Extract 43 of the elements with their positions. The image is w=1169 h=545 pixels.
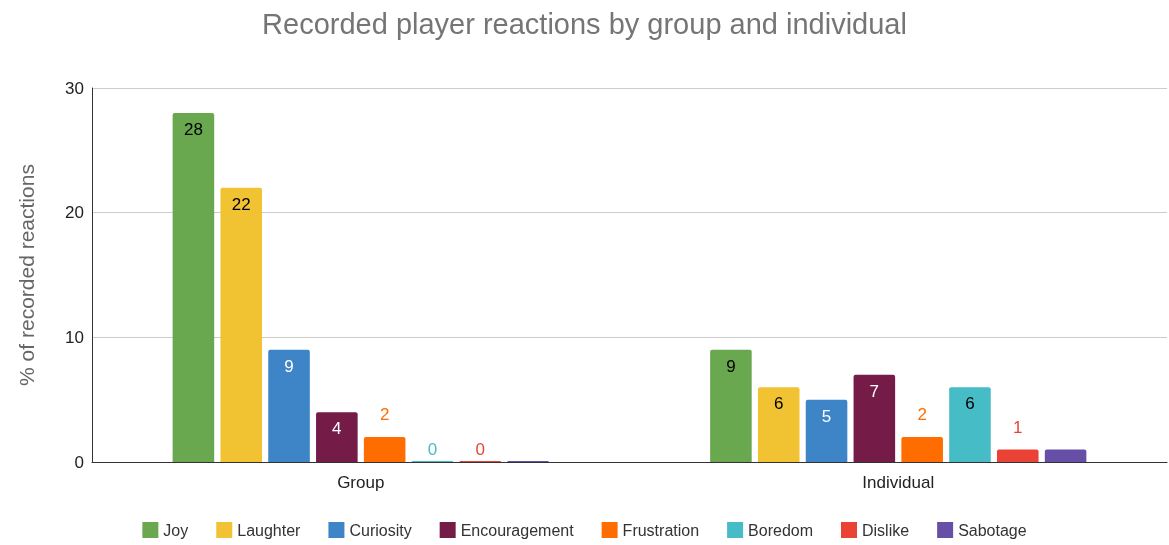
data-label: 6 xyxy=(965,394,975,414)
bar xyxy=(268,349,310,462)
bar xyxy=(853,374,896,462)
bar xyxy=(316,412,358,462)
legend-label: Dislike xyxy=(862,521,910,539)
y-tick-label: 10 xyxy=(65,327,84,347)
legend-label: Encouragement xyxy=(460,521,575,539)
data-label: 6 xyxy=(773,394,784,414)
bar xyxy=(757,387,800,462)
legend-label: Boredom xyxy=(748,521,814,539)
bar xyxy=(901,437,943,462)
data-label: 22 xyxy=(231,194,251,214)
data-label: 1 xyxy=(1013,417,1023,437)
data-label: 28 xyxy=(183,119,203,139)
bar xyxy=(996,449,1039,462)
x-tick-label: Individual xyxy=(862,473,935,492)
y-tick-label: 20 xyxy=(65,203,84,223)
data-label: 4 xyxy=(332,419,342,439)
legend-label: Joy xyxy=(163,521,189,539)
bar xyxy=(710,349,752,462)
data-label: 2 xyxy=(917,405,927,425)
chart-title: Recorded player reactions by group and individual xyxy=(262,7,907,40)
bar xyxy=(1044,449,1087,462)
bar xyxy=(220,187,263,462)
x-tick-label: Group xyxy=(337,473,385,492)
y-axis-title: % of recorded reactions xyxy=(15,164,38,386)
legend-label: Laughter xyxy=(237,521,302,539)
bar xyxy=(363,437,406,462)
legend-label: Frustration xyxy=(622,521,700,539)
bar xyxy=(172,112,215,462)
data-label: 2 xyxy=(379,405,390,425)
y-tick-label: 30 xyxy=(65,78,84,98)
legend-label: Curiosity xyxy=(349,521,412,539)
bar xyxy=(805,399,848,462)
data-label: 0 xyxy=(427,440,438,459)
bar xyxy=(949,387,991,462)
data-label: 7 xyxy=(869,381,880,401)
data-label: 9 xyxy=(726,356,736,376)
data-label: 0 xyxy=(475,440,486,459)
y-tick-label: 0 xyxy=(74,452,84,472)
data-label: 9 xyxy=(284,356,294,376)
data-label: 5 xyxy=(821,406,832,426)
legend-label: Sabotage xyxy=(958,521,1027,539)
